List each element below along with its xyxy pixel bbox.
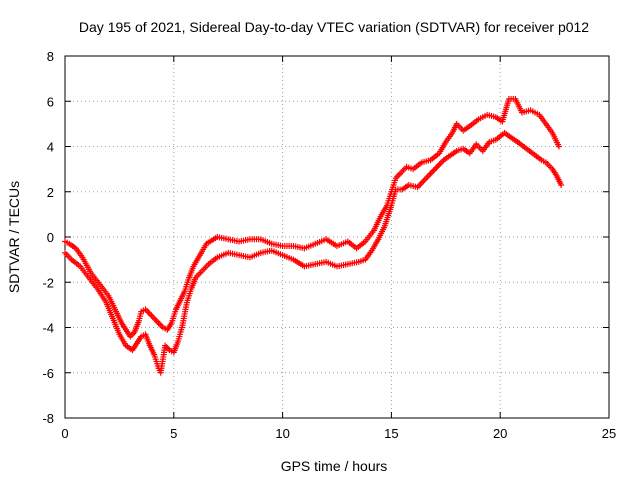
data-points	[62, 95, 565, 376]
axis-ticks: 0 5 10 15 20 25 -8 -6 -4 -2 0 2 4 6 8	[42, 49, 616, 441]
y-tick-label: -4	[42, 321, 54, 336]
y-tick-label: 8	[47, 49, 54, 64]
y-tick-label: -8	[42, 411, 54, 426]
y-tick-label: 4	[47, 140, 54, 155]
x-tick-label: 0	[61, 426, 68, 441]
data-point	[555, 143, 562, 150]
y-tick-label: 2	[47, 185, 54, 200]
y-tick-label: -2	[42, 275, 54, 290]
x-axis-label: GPS time / hours	[281, 458, 388, 474]
y-tick-label: 6	[47, 94, 54, 109]
y-axis-label: SDTVAR / TECUs	[6, 181, 22, 293]
data-point	[558, 181, 565, 188]
x-tick-label: 15	[384, 426, 398, 441]
x-tick-label: 5	[170, 426, 177, 441]
x-tick-label: 25	[602, 426, 616, 441]
x-tick-label: 10	[275, 426, 289, 441]
chart-title: Day 195 of 2021, Sidereal Day-to-day VTE…	[79, 19, 589, 35]
series-upper-branch	[62, 95, 562, 340]
y-tick-label: 0	[47, 230, 54, 245]
series-lower-branch	[62, 129, 565, 376]
y-tick-label: -6	[42, 366, 54, 381]
grid	[65, 56, 609, 418]
x-tick-label: 20	[493, 426, 507, 441]
